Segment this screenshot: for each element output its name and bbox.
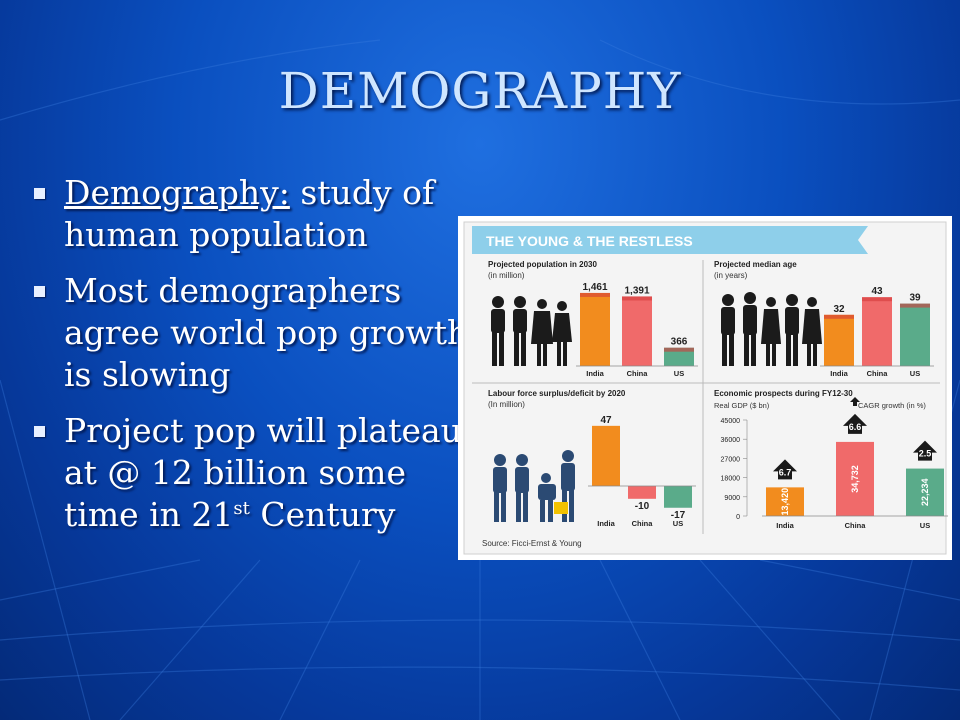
cagr-label: 6.6 [849, 422, 862, 432]
bar-india [824, 314, 854, 366]
bar-india [592, 425, 620, 486]
tick-label: India [776, 521, 794, 530]
tick-label: US [920, 521, 930, 530]
data-label: 1,461 [582, 282, 607, 293]
bullet-item: Most demographers agree world pop growth… [30, 270, 470, 396]
bullet-item: Demography: study of human population [30, 172, 470, 256]
data-label: -10 [635, 501, 650, 512]
tick-label: 0 [736, 514, 740, 521]
bar-band [824, 314, 854, 319]
tick-label: 18000 [721, 476, 741, 483]
people-silhouette-icon [491, 296, 572, 366]
cagr-label: 6.7 [779, 467, 792, 477]
data-label: 366 [671, 337, 688, 348]
bar-us [664, 486, 692, 508]
data-label: 13,420 [780, 488, 790, 516]
bar-band [862, 297, 892, 302]
bullet-item: Project pop will plateau at @ 12 billion… [30, 410, 470, 536]
data-label: 1,391 [624, 285, 649, 296]
panel-subtitle: (In million) [488, 400, 525, 409]
bar-band [900, 303, 930, 308]
bar-china [622, 296, 652, 366]
data-label: 39 [909, 293, 921, 304]
tick-label: US [674, 369, 684, 378]
tick-label: India [586, 369, 604, 378]
panel-title: Labour force surplus/deficit by 2020 [488, 389, 626, 398]
tick-label: 36000 [721, 437, 741, 444]
tick-label: China [627, 369, 649, 378]
panel-title: Projected median age [714, 260, 797, 269]
bar-india [580, 292, 610, 366]
cagr-arrow-icon [913, 440, 937, 461]
tick-label: 27000 [721, 456, 741, 463]
bar-us [664, 347, 694, 366]
bullet-text: Most demographers agree world pop growth… [64, 271, 469, 394]
data-label: 34,732 [850, 465, 860, 493]
source-note: Source: Ficci-Ernst & Young [482, 539, 582, 548]
bar-band [580, 292, 610, 297]
bullet-square-icon [34, 188, 45, 199]
data-label: 47 [600, 415, 612, 426]
panel-subtitle: (in million) [488, 271, 525, 280]
cagr-arrow-icon [843, 413, 867, 434]
cagr-arrow-icon [773, 459, 797, 480]
people-silhouette-icon [721, 292, 822, 366]
data-label: 22,234 [920, 479, 930, 507]
tick-label: US [910, 369, 920, 378]
bullet-text: Century [249, 495, 396, 534]
bar-china [862, 297, 892, 366]
banner-title: THE YOUNG & THE RESTLESS [486, 233, 693, 249]
bar-china [628, 486, 656, 499]
bullet-superscript: st [233, 498, 250, 519]
tick-label: 45000 [721, 418, 741, 425]
bar-china [836, 441, 874, 516]
cagr-label: 2.5 [919, 449, 932, 459]
data-label: 32 [833, 304, 845, 315]
banner-shape [472, 226, 868, 254]
legend-arrow-icon [850, 397, 860, 406]
bullet-list: Demography: study of human population Mo… [30, 172, 470, 550]
tick-label: China [845, 521, 867, 530]
bar-band [664, 347, 694, 352]
bullet-term: Demography: [64, 173, 290, 212]
chart-population: 1,461 India 1,391 China 366 US [576, 282, 698, 378]
panel-title: Economic prospects during FY12-30 [714, 389, 853, 398]
bullet-text: study of human population [64, 173, 435, 254]
tick-label: US [673, 519, 683, 528]
tick-label: India [597, 519, 615, 528]
crate-icon [554, 502, 568, 514]
bullet-square-icon [34, 286, 45, 297]
bullet-text: Project pop will plateau at @ 12 billion… [64, 411, 462, 534]
bar-us [900, 303, 930, 366]
tick-label: China [632, 519, 654, 528]
tick-label: 9000 [724, 495, 740, 502]
data-label: 43 [871, 286, 883, 297]
panel-title: Projected population in 2030 [488, 260, 597, 269]
infographic-image: THE YOUNG & THE RESTLESS Projected popul… [458, 216, 952, 560]
chart-gdp: 13,420 India 34,732 China 22,234 US 0 9000 18000… [721, 397, 948, 530]
panel-legend: CAGR growth (in %) [858, 401, 926, 410]
panel-subtitle: (in years) [714, 271, 748, 280]
tick-label: India [830, 369, 848, 378]
slide-title: DEMOGRAPHY [278, 62, 682, 120]
chart-median-age: 32 India 43 China 39 US [820, 286, 934, 378]
bullet-square-icon [34, 426, 45, 437]
bar-us [906, 468, 944, 516]
data-label: -17 [671, 510, 686, 521]
bar-india [766, 487, 804, 516]
panel-ylabel: Real GDP ($ bn) [714, 401, 770, 410]
tick-label: China [867, 369, 889, 378]
bar-band [622, 296, 652, 301]
